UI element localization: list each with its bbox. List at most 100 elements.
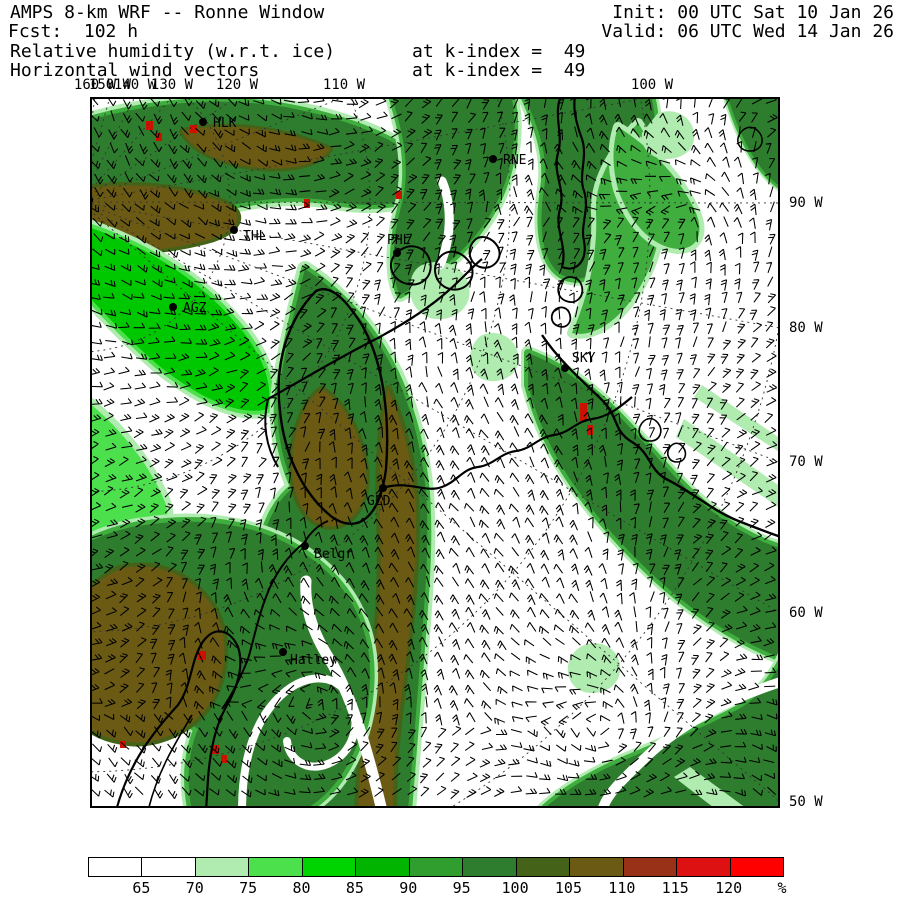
top-axis-label: 160 W (73, 77, 117, 93)
station-label-GLD: GLD (367, 494, 391, 509)
humidity-max-speck (190, 125, 197, 133)
humidity-region-w-band-low (90, 403, 168, 550)
coastline-path (468, 236, 501, 269)
right-axis-label: 50 W (789, 794, 823, 810)
station-label-AGZ: AGZ (183, 301, 207, 316)
right-axis-label: 80 W (789, 320, 823, 336)
humidity-gap (300, 575, 387, 808)
humidity-max-speck (580, 403, 587, 421)
coastline-path (550, 306, 572, 328)
colorbar-tick-label: 100 (501, 879, 529, 897)
colorbar-cell (516, 858, 571, 876)
coastline-path (390, 245, 432, 286)
humidity-region-nw-brown2 (182, 126, 330, 169)
field2-label: Horizontal wind vectors (10, 60, 260, 81)
graticule-meridian (90, 201, 780, 204)
coastline-path (385, 396, 633, 490)
station-label-Belgr: Belgr (314, 547, 353, 562)
forecast-hour-label: Fcst: 102 h (8, 21, 139, 42)
humidity-region-light-streak-1 (676, 419, 780, 509)
field1-label: Relative humidity (w.r.t. ice) (10, 41, 336, 62)
coastline-path (555, 97, 588, 270)
colorbar-cell (356, 858, 410, 876)
humidity-region-ne-mid (613, 127, 700, 249)
humidity-max-speck (146, 121, 153, 130)
humidity-max-speck (587, 425, 593, 435)
colorbar-tick-label: 105 (554, 879, 582, 897)
top-axis-label: 110 W (322, 77, 366, 93)
colorbar-tick-label: 115 (661, 879, 689, 897)
graticule-meridian (90, 97, 238, 196)
coastline-path (267, 258, 483, 400)
colorbar-tick-label: 65 (132, 879, 151, 897)
station-dot-THL (230, 226, 238, 234)
colorbar-unit-label: % (777, 879, 787, 897)
humidity-region-nw-tongue (391, 97, 515, 295)
coastline-path (277, 288, 389, 526)
right-axis-label: 70 W (789, 454, 823, 470)
map-border (90, 97, 780, 808)
coastline-path (541, 334, 780, 538)
coastline-path (303, 520, 329, 544)
graticule-meridian (90, 97, 653, 201)
map-svg: HLKRNETHLPHLAGZSKYGLDBelgrHalleySP (90, 97, 780, 808)
colorbar-cell (409, 858, 464, 876)
colorbar-tick-label: 110 (608, 879, 636, 897)
colorbar-tick-label: 95 (452, 879, 471, 897)
station-label-PHL: PHL (387, 233, 411, 248)
colorbar-cell (730, 858, 784, 876)
humidity-gap (597, 677, 780, 808)
humidity-max-speck (396, 191, 402, 199)
colorbar-tick-label: 80 (292, 879, 311, 897)
graticule-parallel (90, 97, 511, 633)
humidity-region-cyclone-brown (90, 566, 225, 743)
colorbar-tick-label: 90 (399, 879, 418, 897)
coastline-path (221, 542, 305, 710)
plot-title: AMPS 8-km WRF -- Ronne Window (10, 2, 325, 23)
station-dot-Halley (279, 648, 287, 656)
colorbar-cell (142, 858, 196, 876)
colorbar-tick-label: 120 (715, 879, 743, 897)
humidity-max-speck (156, 133, 162, 141)
humidity-gap (435, 176, 454, 270)
station-dot-GLD (379, 484, 387, 492)
humidity-region-light-patch-2 (469, 333, 519, 382)
graticule-parallel (90, 97, 651, 773)
humidity-region-se-mass (545, 664, 780, 808)
colorbar (88, 857, 784, 877)
colorbar-cell (249, 858, 303, 876)
right-axis-label: 90 W (789, 195, 823, 211)
humidity-region-light-streak-2 (694, 385, 780, 453)
station-dot-PHL (393, 249, 401, 257)
station-label-Halley: Halley (290, 653, 337, 668)
station-dot-RNE (489, 155, 497, 163)
coastline-path (434, 250, 474, 291)
station-label-HLK: HLK (213, 116, 237, 131)
colorbar-cell (623, 858, 678, 876)
colorbar-cell (677, 858, 731, 876)
field2-level-label: at k-index = 49 (412, 60, 586, 81)
humidity-region-light-patch-3 (567, 643, 621, 693)
humidity-region-w-band (90, 227, 270, 411)
colorbar-tick-label: 70 (185, 879, 204, 897)
graticule-parallel (90, 97, 231, 353)
top-axis-label: 130 W (150, 77, 194, 93)
wind-barbs (90, 97, 778, 800)
field1-level-label: at k-index = 49 (412, 41, 586, 62)
colorbar-tick-label: 85 (345, 879, 364, 897)
coastline-path (115, 630, 242, 808)
station-dot-SKY (561, 364, 569, 372)
humidity-max-speck (304, 199, 310, 208)
station-label-SKY: SKY (572, 351, 596, 366)
graticule-meridian (90, 97, 111, 169)
graticule-parallel (90, 97, 371, 493)
top-axis-label: 100 W (630, 77, 674, 93)
top-axis-label: 120 W (215, 77, 259, 93)
graticule-meridian (90, 205, 780, 463)
coastline-path (557, 276, 584, 303)
station-dot-Belgr (301, 542, 309, 550)
top-axis-label: 150 W (88, 77, 132, 93)
valid-time-label: Valid: 06 UTC Wed 14 Jan 26 (601, 21, 894, 42)
coastline-path (737, 126, 763, 152)
